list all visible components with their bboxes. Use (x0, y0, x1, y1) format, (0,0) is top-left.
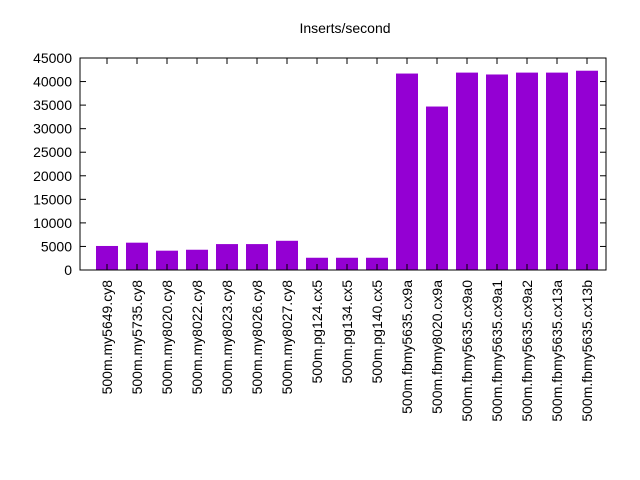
bar (126, 242, 148, 270)
bar (576, 70, 598, 270)
x-category-label: 500m.pg124.cx5 (309, 280, 325, 384)
x-category-label: 500m.fbmy5635.cx9a (399, 280, 415, 414)
x-category-label: 500m.fbmy5635.cx9a2 (519, 280, 535, 422)
y-tick-label: 20000 (33, 168, 72, 184)
bar (456, 72, 478, 270)
x-category-label: 500m.fbmy5635.cx9a0 (459, 280, 475, 422)
bar (546, 72, 568, 270)
bar (336, 257, 358, 270)
bar (186, 249, 208, 270)
x-category-label: 500m.fbmy8020.cx9a (429, 280, 445, 414)
bar (516, 72, 538, 270)
x-category-label: 500m.my8026.cy8 (249, 280, 265, 395)
y-tick-label: 40000 (33, 74, 72, 90)
y-tick-label: 35000 (33, 97, 72, 113)
bars (96, 70, 598, 271)
bar (276, 240, 298, 270)
y-tick-label: 5000 (41, 238, 72, 254)
y-tick-label: 10000 (33, 215, 72, 231)
bar (486, 74, 508, 270)
x-category-label: 500m.my8027.cy8 (279, 280, 295, 395)
x-category-label: 500m.fbmy5635.cx13b (579, 280, 595, 422)
bar (246, 244, 268, 270)
plot-frame (79, 57, 607, 271)
y-tick-label: 0 (64, 262, 72, 278)
x-category-label: 500m.my8022.cy8 (189, 280, 205, 395)
bar (426, 106, 448, 270)
x-category-label: 500m.my5649.cy8 (99, 280, 115, 395)
y-tick-label: 25000 (33, 144, 72, 160)
x-axis: 500m.my5649.cy8 500m.my5735.cy8 500m.my802… (99, 58, 595, 422)
bar (156, 250, 178, 270)
bar (96, 245, 118, 270)
chart-title: Inserts/second (299, 20, 390, 36)
bar (366, 257, 388, 270)
x-category-label: 500m.pg140.cx5 (369, 280, 385, 384)
y-tick-label: 15000 (33, 191, 72, 207)
x-category-label: 500m.my8020.cy8 (159, 280, 175, 395)
x-category-label: 500m.pg134.cx5 (339, 280, 355, 384)
bar (216, 244, 238, 270)
y-tick-label: 45000 (33, 50, 72, 66)
x-category-label: 500m.fbmy5635.cx9a1 (489, 280, 505, 422)
x-category-label: 500m.my5735.cy8 (129, 280, 145, 395)
x-category-label: 500m.fbmy5635.cx13a (549, 280, 565, 422)
y-tick-label: 30000 (33, 121, 72, 137)
bar (306, 257, 328, 270)
bar (396, 73, 418, 271)
x-category-label: 500m.my8023.cy8 (219, 280, 235, 395)
y-axis: 0 5000 10000 15000 20000 25000 30000 35000 40000… (33, 50, 606, 278)
